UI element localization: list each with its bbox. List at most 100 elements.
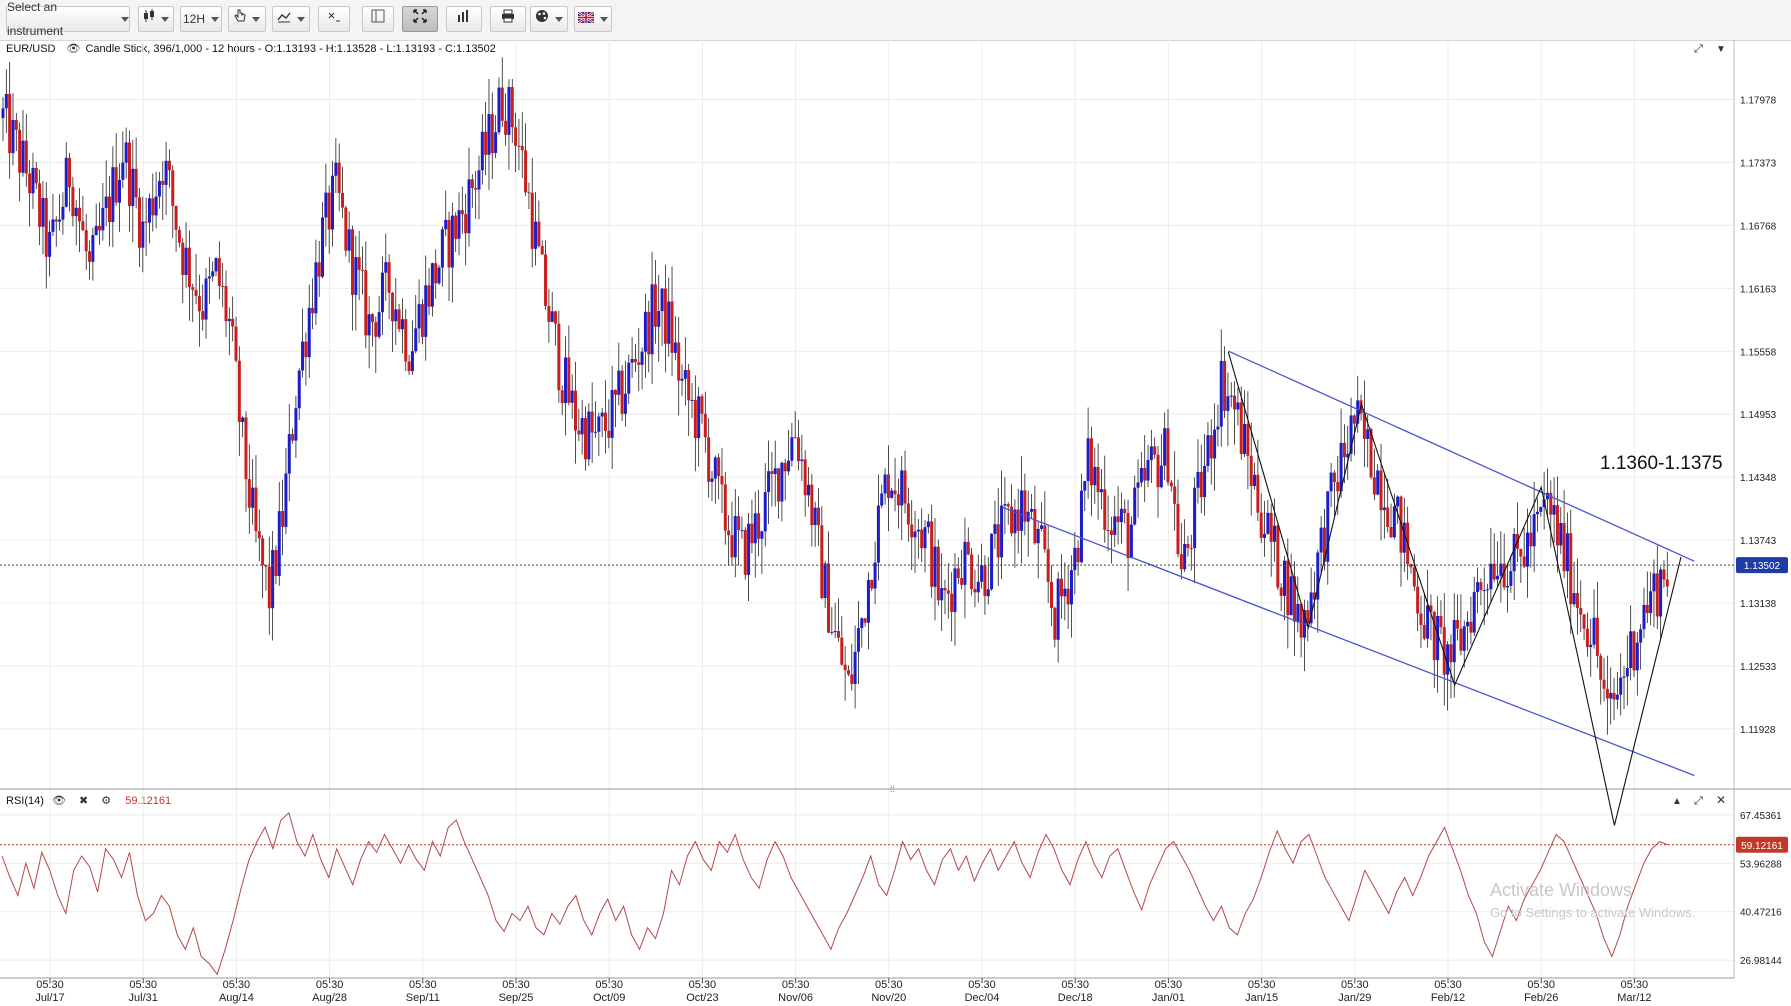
candle-down (633, 358, 637, 363)
candle-down (1010, 506, 1014, 534)
candle-down (603, 412, 607, 431)
timeframe-button[interactable]: 12H (180, 6, 222, 32)
candle-down (1109, 530, 1113, 535)
candle-up (780, 462, 784, 502)
price-tick-label: 1.13743 (1740, 536, 1777, 547)
time-tick-date: Mar/12 (1617, 992, 1651, 1004)
candle-down (71, 187, 75, 217)
eye-icon[interactable]: 👁 (51, 795, 66, 807)
candle-up (833, 631, 837, 633)
candle-down (1632, 631, 1636, 671)
candle-down (1006, 504, 1010, 507)
candle-up (1, 108, 5, 119)
rsi-series (0, 811, 1734, 976)
candle-up (1020, 490, 1024, 531)
candle-up (1329, 472, 1333, 492)
time-tick-date: Feb/12 (1431, 992, 1465, 1004)
candle-down (337, 162, 341, 193)
expand-icon[interactable]: ⤢ (1694, 43, 1703, 55)
candle-down (1456, 619, 1460, 629)
crosshair-button[interactable] (318, 6, 350, 32)
candle-down (191, 287, 195, 290)
candle-up (1535, 511, 1539, 515)
candle-up (963, 541, 967, 585)
candle-down (743, 530, 747, 575)
candle-down (677, 342, 681, 381)
candle-down (1575, 593, 1579, 609)
candle-up (61, 206, 65, 220)
close-icon[interactable]: ✕ (1716, 793, 1726, 807)
candle-down (267, 566, 271, 609)
color-theme-button[interactable] (530, 6, 568, 32)
candle-down (1519, 548, 1523, 557)
candle-up (284, 473, 288, 527)
chevron-down-icon (211, 16, 219, 22)
candle-up (880, 493, 884, 506)
instrument-select[interactable]: Select an instrument (6, 0, 130, 38)
candle-down (1189, 547, 1193, 549)
expand-icon[interactable]: ⤢ (1694, 795, 1703, 807)
arrow-up-icon[interactable]: ▲ (1672, 796, 1682, 807)
candle-down (194, 289, 198, 296)
candle-down (956, 568, 960, 578)
candle-down (237, 360, 241, 422)
candle-up (4, 93, 8, 109)
fit-button[interactable] (402, 6, 438, 32)
candle-down (1103, 489, 1107, 531)
candle-up (760, 531, 764, 539)
candle-up (1509, 571, 1513, 586)
eye-icon[interactable]: 👁 (66, 43, 81, 55)
candle-up (94, 225, 98, 236)
candle-up (1539, 507, 1543, 512)
indicators-button[interactable] (446, 6, 482, 32)
candle-up (627, 362, 631, 394)
candle-up (1283, 560, 1286, 596)
candle-down (434, 263, 438, 284)
candle-up (437, 267, 441, 284)
arrow-down-icon[interactable]: ▼ (1716, 44, 1726, 55)
candle-down (1599, 655, 1603, 680)
candle-down (730, 535, 734, 558)
candle-up (1506, 585, 1510, 588)
splitter-handle-icon[interactable]: ⁞⁞ (890, 784, 895, 794)
candle-down (840, 637, 844, 665)
chart-type-button[interactable] (138, 6, 174, 32)
candle-up (790, 437, 794, 461)
candle-up (384, 262, 388, 273)
candle-up (1000, 505, 1004, 558)
candle-up (1243, 423, 1247, 455)
candle-down (590, 411, 594, 433)
candle-down (500, 87, 504, 121)
candle-up (211, 271, 215, 277)
drawing-tools-button[interactable] (228, 6, 266, 32)
chevron-down-icon (555, 16, 563, 22)
print-button[interactable] (490, 6, 526, 32)
candle-up (124, 142, 128, 163)
candle-up (866, 579, 870, 623)
candle-up (41, 198, 45, 227)
candle-up (1213, 429, 1217, 459)
layout-button[interactable] (362, 6, 394, 32)
candle-down (1555, 505, 1559, 546)
candle-up (923, 527, 927, 549)
candle-up (121, 162, 125, 180)
current-price-tag (1736, 557, 1788, 574)
candle-up (1236, 402, 1240, 410)
gear-icon[interactable]: ⚙ (101, 795, 112, 807)
candle-up (1056, 578, 1060, 640)
price-tick-label: 1.14348 (1740, 473, 1777, 484)
candle-up (251, 487, 255, 508)
candle-up (913, 531, 917, 538)
language-button[interactable] (574, 6, 612, 32)
candle-up (91, 235, 95, 262)
candle-up (400, 319, 404, 330)
draw-line-button[interactable] (272, 6, 310, 32)
candle-down (341, 192, 345, 208)
candle-up (1392, 506, 1396, 538)
rsi-tick-label: 53.96288 (1740, 859, 1782, 870)
candle-down (946, 590, 950, 594)
candle-up (1472, 592, 1476, 633)
close-icon[interactable]: ✖ (79, 795, 89, 807)
candle-down (370, 314, 374, 323)
